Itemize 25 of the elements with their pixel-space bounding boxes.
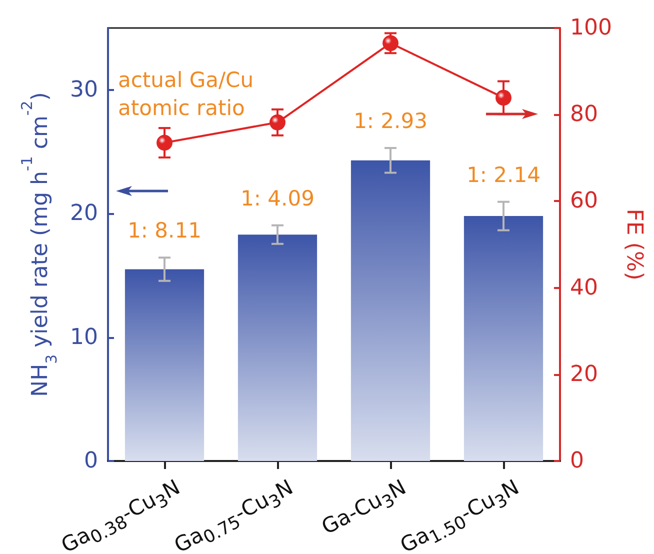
annotation: 1: 2.93 [354, 109, 428, 134]
annotation: 1: 4.09 [240, 186, 314, 210]
point [496, 90, 512, 106]
y2-tick-label: 80 [570, 102, 598, 128]
bar [350, 160, 430, 461]
y2-tick-label: 100 [570, 16, 612, 40]
annotation: 1: 8.11 [128, 218, 202, 243]
y-tick-label: 20 [70, 201, 98, 226]
bar [464, 216, 544, 461]
y-tick-label: 30 [70, 77, 98, 102]
y-tick-label: 0 [84, 448, 98, 474]
point [382, 35, 398, 52]
y-axis-title: NH3 yield rate (mg h-1 cm-2) [18, 92, 61, 397]
annotation: actual Ga/Cu atomic ratio [118, 68, 254, 120]
bar [238, 234, 318, 461]
y2-tick-label: 40 [570, 275, 598, 300]
point [270, 114, 286, 130]
annotation: 1: 2.14 [466, 162, 540, 187]
y2-tick-label: 0 [570, 448, 584, 474]
y2-tick-label: 20 [570, 362, 598, 387]
y2-tick-label: 60 [570, 188, 598, 214]
y-tick-label: 10 [70, 324, 98, 350]
point [156, 134, 172, 151]
bar [124, 269, 204, 461]
y2-axis-title: FE (%) [621, 208, 646, 280]
